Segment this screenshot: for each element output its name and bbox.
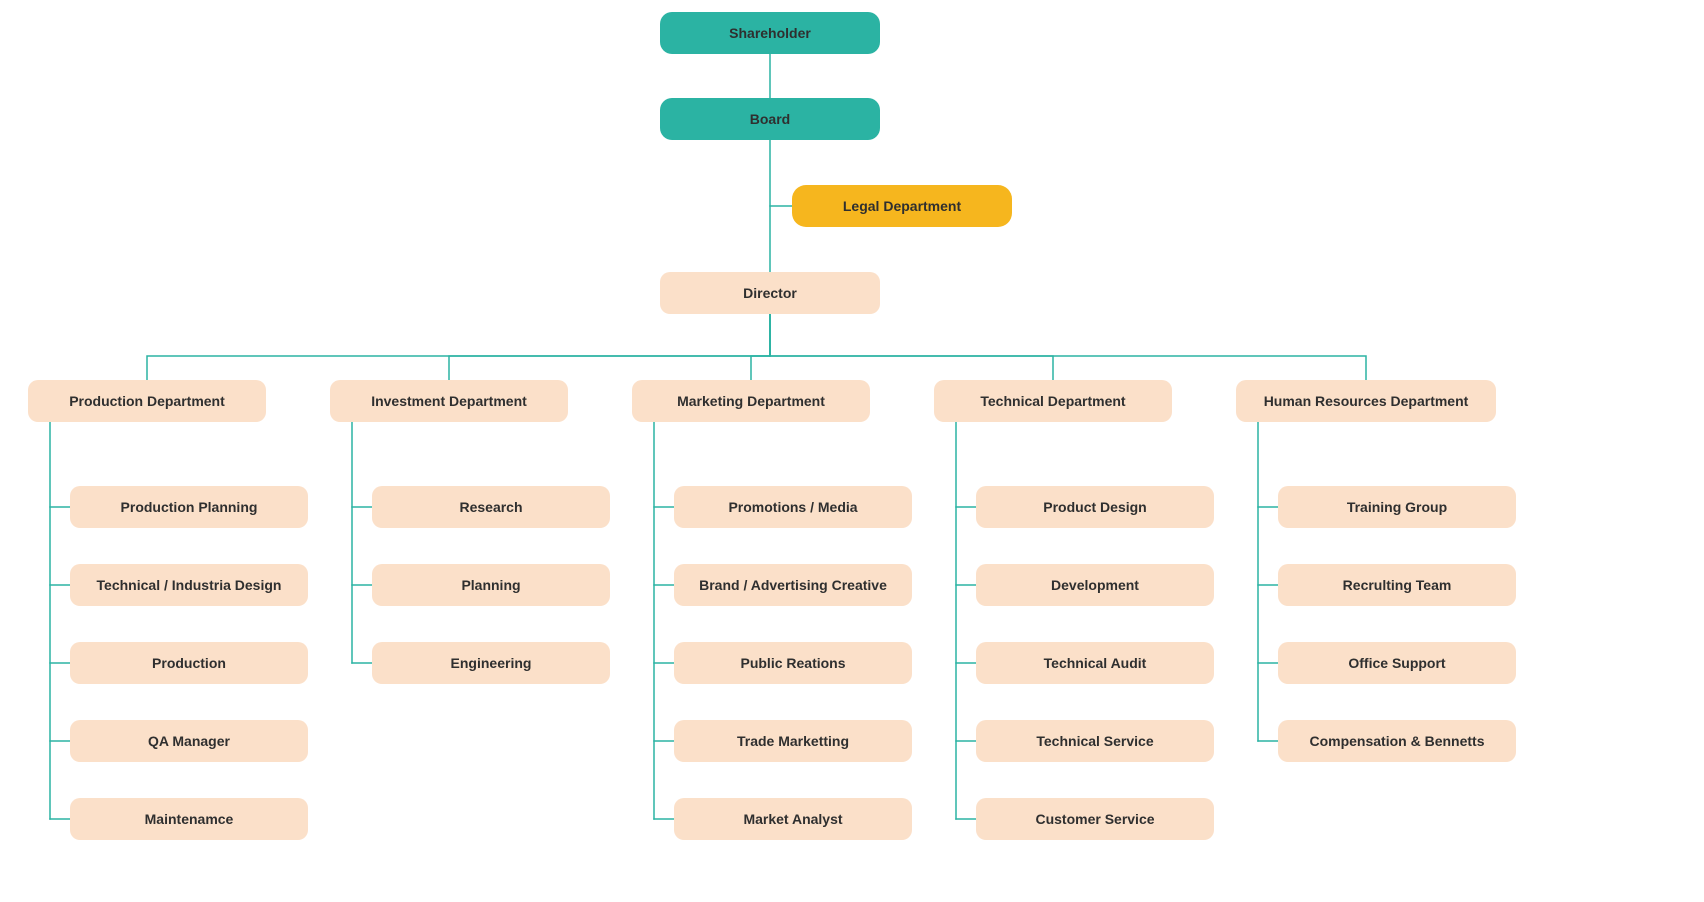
- org-node-inv_dept: Investment Department: [330, 380, 568, 422]
- org-node-mkt_1: Promotions / Media: [674, 486, 912, 528]
- org-node-label: Trade Marketting: [737, 733, 849, 749]
- org-node-tech_dept: Technical Department: [934, 380, 1172, 422]
- org-node-legal: Legal Department: [792, 185, 1012, 227]
- org-node-prod_dept: Production Department: [28, 380, 266, 422]
- org-node-hr_1: Training Group: [1278, 486, 1516, 528]
- org-node-prod_1: Production Planning: [70, 486, 308, 528]
- org-node-hr_4: Compensation & Bennetts: [1278, 720, 1516, 762]
- org-node-label: Compensation & Bennetts: [1309, 733, 1484, 749]
- org-node-tech_5: Customer Service: [976, 798, 1214, 840]
- org-node-label: Technical Department: [980, 393, 1125, 409]
- org-node-prod_5: Maintenamce: [70, 798, 308, 840]
- org-node-board: Board: [660, 98, 880, 140]
- org-node-hr_2: Recrulting Team: [1278, 564, 1516, 606]
- org-node-label: Legal Department: [843, 198, 961, 214]
- org-node-mkt_4: Trade Marketting: [674, 720, 912, 762]
- org-node-label: Production Planning: [121, 499, 258, 515]
- org-node-label: Brand / Advertising Creative: [699, 577, 887, 593]
- org-node-label: Technical / Industria Design: [97, 577, 282, 593]
- org-node-label: Customer Service: [1035, 811, 1154, 827]
- org-node-inv_2: Planning: [372, 564, 610, 606]
- org-node-label: Public Reations: [740, 655, 845, 671]
- org-node-hr_dept: Human Resources Department: [1236, 380, 1496, 422]
- org-node-mkt_5: Market Analyst: [674, 798, 912, 840]
- org-node-tech_1: Product Design: [976, 486, 1214, 528]
- org-node-director: Director: [660, 272, 880, 314]
- org-node-tech_4: Technical Service: [976, 720, 1214, 762]
- org-node-label: Director: [743, 285, 797, 301]
- org-node-label: Office Support: [1348, 655, 1445, 671]
- org-node-prod_4: QA Manager: [70, 720, 308, 762]
- org-node-label: Maintenamce: [145, 811, 234, 827]
- org-node-label: Shareholder: [729, 25, 811, 41]
- org-node-hr_3: Office Support: [1278, 642, 1516, 684]
- org-node-label: Board: [750, 111, 790, 127]
- org-node-label: Recrulting Team: [1343, 577, 1452, 593]
- org-node-mkt_2: Brand / Advertising Creative: [674, 564, 912, 606]
- org-node-label: Human Resources Department: [1264, 393, 1469, 409]
- org-node-label: Research: [459, 499, 522, 515]
- org-node-label: Marketing Department: [677, 393, 825, 409]
- org-node-label: Product Design: [1043, 499, 1146, 515]
- org-node-label: Market Analyst: [743, 811, 842, 827]
- org-node-label: Planning: [461, 577, 520, 593]
- org-node-label: Development: [1051, 577, 1139, 593]
- org-node-tech_3: Technical Audit: [976, 642, 1214, 684]
- org-node-label: Engineering: [451, 655, 532, 671]
- org-node-inv_1: Research: [372, 486, 610, 528]
- org-node-tech_2: Development: [976, 564, 1214, 606]
- org-node-label: Technical Audit: [1044, 655, 1147, 671]
- org-node-label: Training Group: [1347, 499, 1447, 515]
- org-node-label: QA Manager: [148, 733, 230, 749]
- org-node-label: Investment Department: [371, 393, 527, 409]
- org-node-label: Technical Service: [1036, 733, 1153, 749]
- org-node-mkt_dept: Marketing Department: [632, 380, 870, 422]
- org-node-prod_2: Technical / Industria Design: [70, 564, 308, 606]
- org-node-mkt_3: Public Reations: [674, 642, 912, 684]
- org-node-label: Promotions / Media: [728, 499, 857, 515]
- org-node-label: Production: [152, 655, 226, 671]
- org-node-shareholder: Shareholder: [660, 12, 880, 54]
- org-node-label: Production Department: [69, 393, 225, 409]
- org-node-prod_3: Production: [70, 642, 308, 684]
- org-node-inv_3: Engineering: [372, 642, 610, 684]
